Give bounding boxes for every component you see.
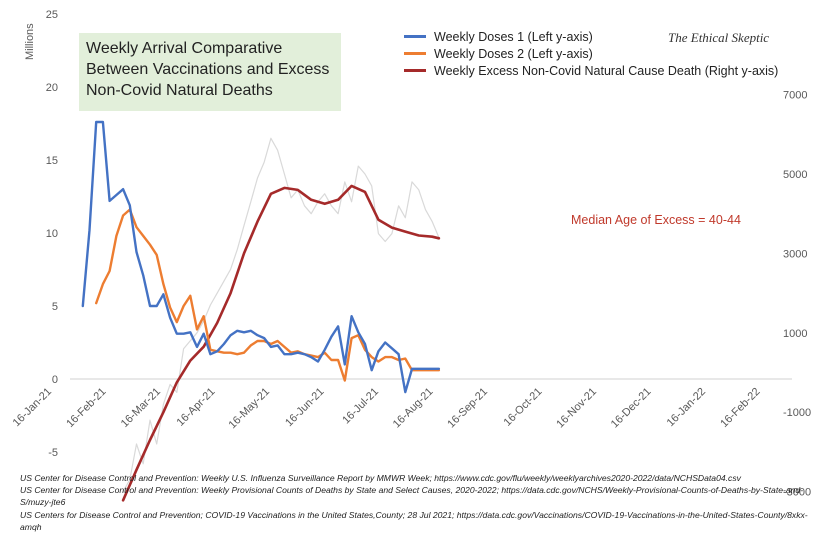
y2-tick-label: -1000 — [783, 407, 811, 419]
series-line-0 — [81, 120, 441, 394]
y-tick-label: 25 — [46, 9, 58, 21]
legend-label-excess: Weekly Excess Non-Covid Natural Cause De… — [434, 63, 779, 78]
legend-swatch-doses2 — [404, 52, 426, 55]
x-tick-label: 16-Dec-21 — [609, 386, 654, 431]
legend-item-doses2: Weekly Doses 2 (Left y-axis) — [404, 45, 778, 62]
x-tick-label: 16-Mar-21 — [119, 386, 163, 430]
x-tick-label: 16-Jul-21 — [340, 386, 381, 427]
y2-tick-label: -3000 — [783, 487, 811, 499]
x-tick-label: 16-Oct-21 — [502, 386, 545, 429]
x-tick-label: 16-Nov-21 — [554, 386, 599, 431]
sources-footnote: US Center for Disease Control and Preven… — [20, 472, 815, 533]
source-line-1: US Center for Disease Control and Preven… — [20, 473, 741, 483]
y-tick-label: 10 — [46, 228, 58, 240]
series-line-2 — [121, 184, 441, 502]
legend-label-doses2: Weekly Doses 2 (Left y-axis) — [434, 46, 593, 61]
legend: Weekly Doses 1 (Left y-axis) Weekly Dose… — [404, 28, 778, 79]
y-tick-label: 15 — [46, 155, 58, 167]
x-tick-label: 16-Jun-21 — [283, 386, 327, 430]
y-axis-label: Millions — [24, 23, 36, 60]
legend-item-excess: Weekly Excess Non-Covid Natural Cause De… — [404, 62, 778, 79]
x-tick-label: 16-May-21 — [226, 386, 272, 432]
chart-title: Weekly Arrival Comparative Between Vacci… — [86, 40, 330, 99]
x-tick-label: 16-Apr-21 — [175, 386, 218, 429]
y-tick-label: 0 — [52, 374, 58, 386]
x-tick-label: 16-Feb-21 — [64, 386, 108, 430]
chart-series — [81, 120, 441, 502]
y2-tick-label: 5000 — [783, 169, 807, 181]
x-tick-label: 16-Jan-22 — [665, 386, 709, 430]
legend-label-doses1: Weekly Doses 1 (Left y-axis) — [434, 29, 593, 44]
y-tick-label: 20 — [46, 82, 58, 94]
y-tick-label: -5 — [48, 447, 58, 459]
y2-tick-label: 1000 — [783, 328, 807, 340]
x-tick-label: 16-Aug-21 — [391, 386, 436, 431]
legend-swatch-doses1 — [404, 35, 426, 38]
x-tick-label: 16-Sep-21 — [445, 386, 490, 431]
series-line-3 — [122, 137, 440, 493]
brand-signature: The Ethical Skeptic — [668, 30, 770, 45]
title-box — [79, 33, 341, 111]
source-line-3: US Centers for Disease Control and Preve… — [20, 509, 808, 532]
x-tick-label: 16-Feb-22 — [718, 386, 762, 430]
y2-tick-label: 3000 — [783, 248, 807, 260]
median-age-annotation: Median Age of Excess = 40-44 — [571, 213, 741, 227]
legend-swatch-excess — [404, 69, 426, 72]
source-line-2: US Center for Disease Control and Preven… — [20, 485, 804, 508]
x-tick-label: 16-Jan-21 — [11, 386, 55, 430]
y2-tick-label: 7000 — [783, 90, 807, 102]
legend-item-doses1: Weekly Doses 1 (Left y-axis) — [404, 28, 778, 45]
y-tick-label: 5 — [52, 301, 58, 313]
